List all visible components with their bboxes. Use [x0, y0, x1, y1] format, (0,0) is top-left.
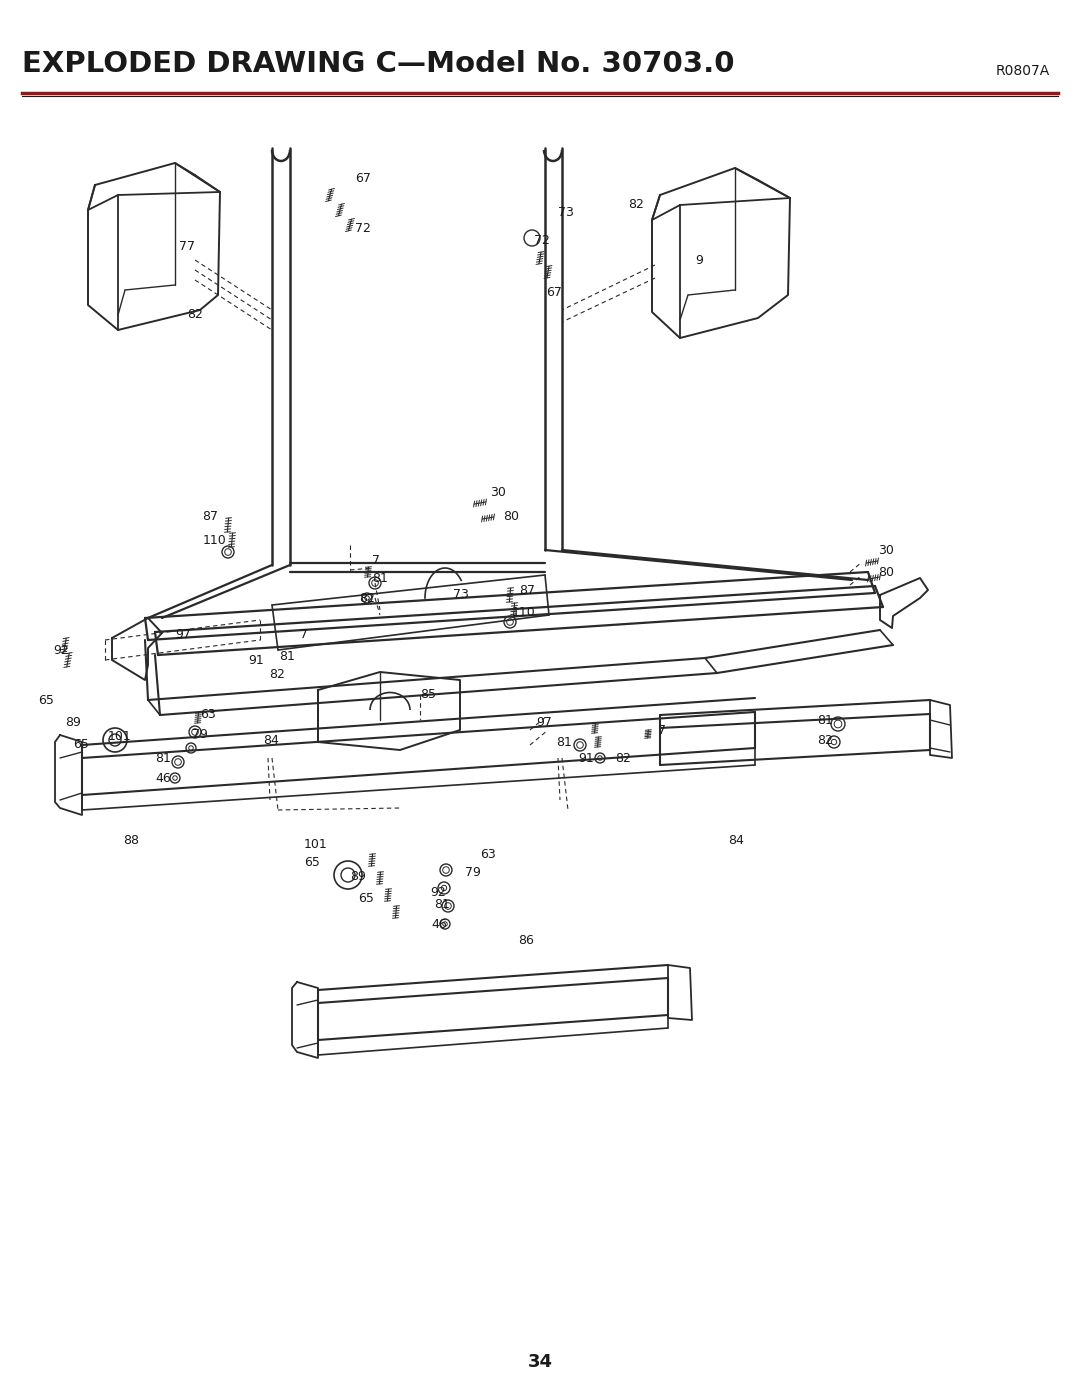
Text: 89: 89 [65, 715, 81, 728]
Text: 46: 46 [431, 918, 447, 930]
Text: 110: 110 [203, 534, 227, 546]
Text: 30: 30 [490, 486, 505, 499]
Text: 81: 81 [818, 714, 833, 726]
Text: 67: 67 [546, 286, 562, 299]
Text: 65: 65 [305, 855, 320, 869]
Text: 7: 7 [658, 724, 666, 736]
Text: 88: 88 [123, 834, 139, 847]
Text: 65: 65 [73, 739, 89, 752]
Text: 82: 82 [187, 309, 203, 321]
Text: 97: 97 [536, 715, 552, 728]
Text: 81: 81 [372, 571, 388, 584]
Text: 81: 81 [156, 752, 171, 764]
Text: 72: 72 [355, 222, 370, 235]
Polygon shape [87, 163, 220, 330]
Text: 65: 65 [38, 693, 54, 707]
Text: 81: 81 [556, 735, 572, 749]
Text: 82: 82 [359, 591, 375, 605]
Text: 87: 87 [202, 510, 218, 522]
Text: 82: 82 [615, 752, 631, 764]
Text: 92: 92 [53, 644, 69, 657]
Text: 101: 101 [108, 729, 132, 742]
Text: 34: 34 [527, 1354, 553, 1370]
Text: 67: 67 [355, 172, 370, 184]
Text: 82: 82 [818, 733, 833, 746]
Text: 65: 65 [357, 891, 374, 904]
Text: 91: 91 [248, 654, 264, 666]
Text: 7: 7 [372, 553, 380, 567]
Text: 85: 85 [420, 689, 436, 701]
Text: 79: 79 [192, 728, 207, 740]
Text: 92: 92 [430, 886, 446, 898]
Text: 46: 46 [156, 771, 171, 785]
Text: 30: 30 [878, 543, 894, 556]
Text: 9: 9 [696, 253, 703, 267]
Text: 72: 72 [534, 233, 550, 246]
Text: 86: 86 [518, 933, 534, 947]
Text: 81: 81 [434, 897, 450, 911]
Text: 101: 101 [303, 838, 327, 852]
Text: 91: 91 [578, 752, 594, 764]
Text: 82: 82 [269, 669, 285, 682]
Text: 87: 87 [519, 584, 535, 597]
Text: 73: 73 [558, 205, 573, 218]
Text: 84: 84 [728, 834, 744, 847]
Text: 80: 80 [878, 566, 894, 578]
Text: 79: 79 [465, 866, 481, 879]
Polygon shape [652, 168, 789, 338]
Text: 97: 97 [175, 629, 191, 641]
Text: 84: 84 [264, 733, 279, 746]
Text: 80: 80 [503, 510, 519, 522]
Text: 63: 63 [480, 848, 496, 862]
Text: 7: 7 [300, 629, 308, 641]
Polygon shape [318, 672, 460, 750]
Text: 77: 77 [179, 240, 195, 253]
Text: 110: 110 [512, 605, 536, 619]
Text: 81: 81 [279, 651, 295, 664]
Text: 63: 63 [200, 707, 216, 721]
Text: EXPLODED DRAWING C—Model No. 30703.0: EXPLODED DRAWING C—Model No. 30703.0 [22, 50, 734, 78]
Text: 82: 82 [627, 198, 644, 211]
Text: 89: 89 [350, 869, 366, 883]
Text: R0807A: R0807A [996, 64, 1050, 78]
Text: 73: 73 [453, 588, 469, 602]
